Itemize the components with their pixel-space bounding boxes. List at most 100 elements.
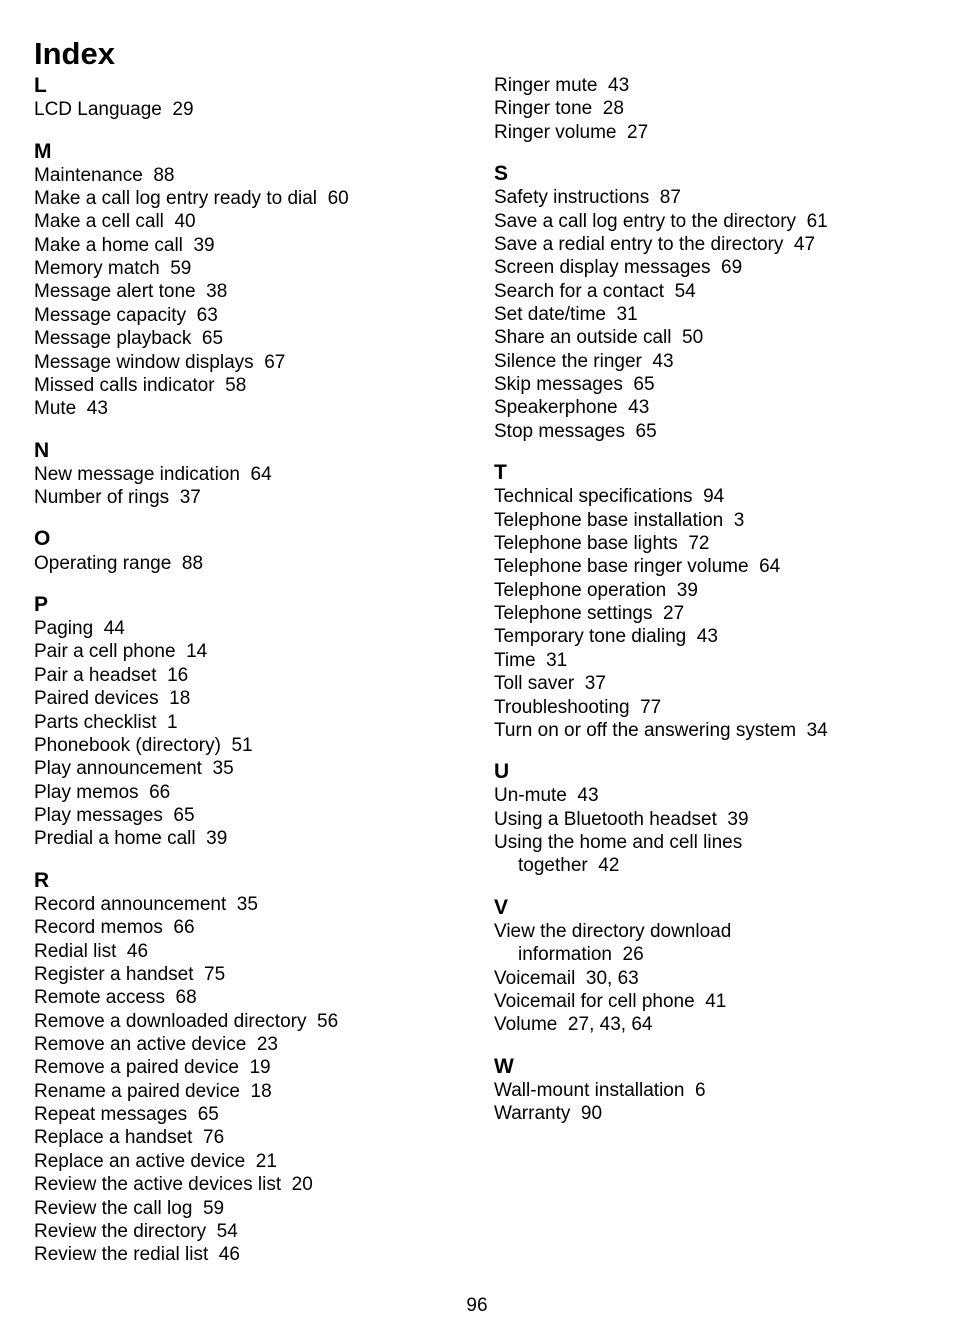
index-entry: Replace an active device 21 (34, 1150, 460, 1173)
index-entry: Volume 27, 43, 64 (494, 1013, 920, 1036)
index-entry: Rename a paired device 18 (34, 1080, 460, 1103)
index-entry: View the directory download (494, 920, 920, 943)
index-section: MMaintenance 88Make a call log entry rea… (34, 140, 460, 421)
index-entry: Number of rings 37 (34, 486, 460, 509)
section-letter: P (34, 593, 460, 617)
index-entry: Replace a handset 76 (34, 1126, 460, 1149)
index-entry: Temporary tone dialing 43 (494, 625, 920, 648)
index-entry: Set date/time 31 (494, 303, 920, 326)
index-entry: Technical specifications 94 (494, 485, 920, 508)
index-entry: Using a Bluetooth headset 39 (494, 808, 920, 831)
index-entry: Missed calls indicator 58 (34, 374, 460, 397)
index-section: TTechnical specifications 94Telephone ba… (494, 461, 920, 742)
index-entry: Remove a downloaded directory 56 (34, 1010, 460, 1033)
index-entry: New message indication 64 (34, 463, 460, 486)
index-entry: Paired devices 18 (34, 687, 460, 710)
index-entry: Mute 43 (34, 397, 460, 420)
index-entry: Message playback 65 (34, 327, 460, 350)
index-entry: Warranty 90 (494, 1102, 920, 1125)
index-entry: Make a call log entry ready to dial 60 (34, 187, 460, 210)
index-entry: Register a handset 75 (34, 963, 460, 986)
index-entry: Remove a paired device 19 (34, 1056, 460, 1079)
index-entry: Screen display messages 69 (494, 256, 920, 279)
index-columns: LLCD Language 29 MMaintenance 88Make a ca… (34, 74, 920, 1285)
index-entry: Toll saver 37 (494, 672, 920, 695)
index-entry: Time 31 (494, 649, 920, 672)
left-column: LLCD Language 29 MMaintenance 88Make a ca… (34, 74, 460, 1285)
page-title: Index (34, 36, 920, 72)
index-entry: information 26 (494, 943, 920, 966)
index-entry: Share an outside call 50 (494, 326, 920, 349)
index-entry: Telephone base lights 72 (494, 532, 920, 555)
index-entry: Repeat messages 65 (34, 1103, 460, 1126)
index-entry: Redial list 46 (34, 940, 460, 963)
index-entry: Pair a cell phone 14 (34, 640, 460, 663)
index-entry: Safety instructions 87 (494, 186, 920, 209)
index-entry: Operating range 88 (34, 552, 460, 575)
section-letter: N (34, 439, 460, 463)
section-letter: O (34, 527, 460, 551)
index-entry: Review the call log 59 (34, 1197, 460, 1220)
section-letter: W (494, 1055, 920, 1079)
index-entry: Wall-mount installation 6 (494, 1079, 920, 1102)
index-section: Ringer mute 43Ringer tone 28Ringer volum… (494, 74, 920, 144)
index-entry: Make a home call 39 (34, 234, 460, 257)
index-entry: Telephone operation 39 (494, 579, 920, 602)
index-entry: Voicemail for cell phone 41 (494, 990, 920, 1013)
index-entry: Silence the ringer 43 (494, 350, 920, 373)
index-entry: Un-mute 43 (494, 784, 920, 807)
index-section: LLCD Language 29 (34, 74, 460, 122)
index-section: PPaging 44Pair a cell phone 14Pair a hea… (34, 593, 460, 851)
index-entry: Message capacity 63 (34, 304, 460, 327)
index-entry: Voicemail 30, 63 (494, 967, 920, 990)
section-letter: U (494, 760, 920, 784)
index-entry: Search for a contact 54 (494, 280, 920, 303)
section-letter: T (494, 461, 920, 485)
index-entry: Maintenance 88 (34, 164, 460, 187)
index-entry: Make a cell call 40 (34, 210, 460, 233)
section-letter: M (34, 140, 460, 164)
index-entry: together 42 (494, 854, 920, 877)
index-section: RRecord announcement 35Record memos 66Re… (34, 869, 460, 1267)
index-entry: Ringer volume 27 (494, 121, 920, 144)
index-entry: Record memos 66 (34, 916, 460, 939)
index-entry: LCD Language 29 (34, 98, 460, 121)
index-entry: Phonebook (directory) 51 (34, 734, 460, 757)
index-entry: Using the home and cell lines (494, 831, 920, 854)
index-entry: Telephone base installation 3 (494, 509, 920, 532)
index-section: NNew message indication 64Number of ring… (34, 439, 460, 510)
index-section: WWall-mount installation 6Warranty 90 (494, 1055, 920, 1126)
index-entry: Play announcement 35 (34, 757, 460, 780)
index-entry: Message window displays 67 (34, 351, 460, 374)
index-entry: Remove an active device 23 (34, 1033, 460, 1056)
index-entry: Remote access 68 (34, 986, 460, 1009)
index-section: SSafety instructions 87Save a call log e… (494, 162, 920, 443)
right-column: Ringer mute 43Ringer tone 28Ringer volum… (494, 74, 920, 1285)
index-entry: Predial a home call 39 (34, 827, 460, 850)
index-entry: Parts checklist 1 (34, 711, 460, 734)
index-entry: Telephone base ringer volume 64 (494, 555, 920, 578)
index-entry: Ringer mute 43 (494, 74, 920, 97)
index-entry: Play messages 65 (34, 804, 460, 827)
index-entry: Memory match 59 (34, 257, 460, 280)
document-page: Index LLCD Language 29MMaintenance 88Mak… (0, 0, 954, 1337)
section-letter: S (494, 162, 920, 186)
index-entry: Pair a headset 16 (34, 664, 460, 687)
index-entry: Review the redial list 46 (34, 1243, 460, 1266)
section-letter: R (34, 869, 460, 893)
index-entry: Review the directory 54 (34, 1220, 460, 1243)
index-entry: Play memos 66 (34, 781, 460, 804)
index-entry: Troubleshooting 77 (494, 696, 920, 719)
index-entry: Review the active devices list 20 (34, 1173, 460, 1196)
index-entry: Speakerphone 43 (494, 396, 920, 419)
index-entry: Telephone settings 27 (494, 602, 920, 625)
section-letter: L (34, 74, 460, 98)
index-entry: Stop messages 65 (494, 420, 920, 443)
index-entry: Record announcement 35 (34, 893, 460, 916)
index-section: VView the directory downloadinformation … (494, 896, 920, 1037)
index-entry: Save a call log entry to the directory 6… (494, 210, 920, 233)
index-entry: Skip messages 65 (494, 373, 920, 396)
index-section: OOperating range 88 (34, 527, 460, 575)
index-entry: Paging 44 (34, 617, 460, 640)
index-entry: Ringer tone 28 (494, 97, 920, 120)
